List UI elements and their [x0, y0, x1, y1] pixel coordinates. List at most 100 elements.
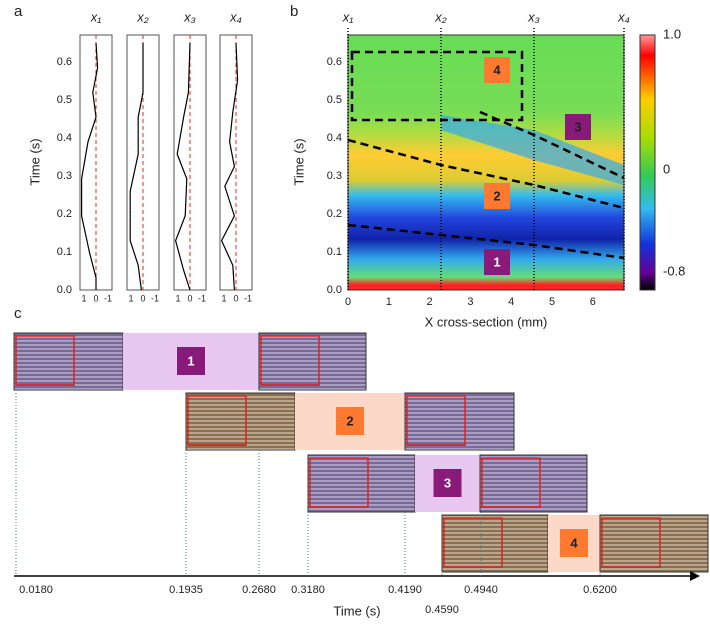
roi [187, 395, 247, 446]
x-tick-label: 4 [508, 296, 514, 308]
x-tick-label: 1 [175, 293, 180, 303]
time-label: 0.3180 [291, 584, 325, 596]
x-tick-label: -1 [104, 293, 112, 303]
region-box [484, 183, 510, 209]
x-tick-label: 0 [93, 293, 98, 303]
time-label: 0.4590 [425, 604, 459, 616]
x-tick-label: 1 [128, 293, 133, 303]
region-number: 3 [574, 119, 581, 134]
y-tick-label: 0.2 [327, 208, 342, 220]
y-tick-label: 0.5 [327, 94, 342, 106]
stage-box [177, 347, 205, 375]
panel-label: a [14, 3, 23, 20]
section-title: x₄ [617, 9, 630, 24]
panel-label: b [290, 3, 298, 20]
frame-image [441, 514, 549, 573]
x-tick-label: 0 [187, 293, 192, 303]
frame-image [258, 332, 367, 391]
stage-number: 3 [444, 475, 451, 490]
y-tick-label: 0.3 [57, 170, 72, 182]
profile-curve [81, 42, 99, 290]
y-tick-label: 0.3 [327, 170, 342, 182]
frame-image [599, 514, 709, 573]
y-tick-label: 0.1 [57, 246, 72, 258]
roi [260, 335, 320, 386]
x-tick-label: 0 [345, 296, 351, 308]
x-tick-label: 2 [427, 296, 433, 308]
roi [309, 457, 369, 508]
strip-title: x₁ [90, 9, 102, 24]
colorbar-label: 0 [663, 161, 670, 176]
panel-label: c [14, 305, 22, 322]
time-label: 0.6200 [583, 584, 617, 596]
region-box [484, 57, 510, 83]
heatmap-band [441, 115, 624, 185]
y-tick-label: 0.6 [327, 56, 342, 68]
x-tick-label: 0 [140, 293, 145, 303]
y-tick-label: 0.2 [57, 208, 72, 220]
roi [601, 517, 661, 568]
axis-arrow [690, 571, 700, 581]
roi [406, 395, 466, 446]
region-box [565, 114, 591, 140]
section-title: x₃ [527, 9, 540, 24]
heatmap-frame [347, 34, 625, 291]
region-box [484, 249, 510, 275]
roi [481, 457, 541, 508]
x-tick-label: 5 [549, 296, 555, 308]
time-label: 0.0180 [19, 584, 53, 596]
region-number: 4 [493, 62, 501, 77]
x-tick-label: 1 [386, 296, 392, 308]
y-tick-label: 0.4 [327, 132, 342, 144]
y-tick-label: 0.1 [327, 246, 342, 258]
x-tick-label: 0 [233, 293, 238, 303]
boundary [347, 138, 625, 210]
region-number: 2 [493, 188, 500, 203]
time-label: 0.4190 [388, 584, 422, 596]
colorbar-label: -0.8 [663, 263, 685, 278]
section-title: x₂ [434, 9, 447, 24]
y-tick-label: 0.4 [57, 132, 72, 144]
x-tick-label: -1 [151, 293, 159, 303]
frame-image [185, 392, 296, 451]
y-axis-label: Time (s) [291, 138, 306, 185]
frame-image [13, 332, 124, 391]
x-tick-label: 1 [221, 293, 226, 303]
stage-number: 1 [187, 353, 194, 368]
section-title: x₁ [342, 9, 354, 24]
colorbar [639, 34, 656, 291]
y-tick-label: 0.0 [57, 284, 72, 296]
stage-number: 2 [346, 413, 353, 428]
x-tick-label: -1 [198, 293, 206, 303]
profile-curve [129, 43, 144, 291]
profile-curve [174, 42, 191, 291]
boundary [350, 50, 524, 122]
strip-title: x₄ [229, 9, 242, 24]
x-tick-label: 3 [467, 296, 473, 308]
y-tick-label: 0.0 [327, 284, 342, 296]
strip-title: x₃ [183, 9, 196, 24]
x-axis-label: X cross-section (mm) [425, 314, 548, 329]
stage-box [433, 469, 462, 497]
profile-curve [220, 42, 239, 291]
colorbar-label: 1.0 [663, 26, 681, 41]
x-tick-label: 6 [590, 296, 596, 308]
stage-number: 4 [570, 535, 578, 550]
x-axis-label: Time (s) [333, 603, 380, 618]
roi [443, 517, 503, 568]
y-tick-label: 0.5 [57, 94, 72, 106]
frame-image [479, 454, 588, 513]
stage-box [336, 407, 364, 435]
region-number: 1 [493, 254, 500, 269]
frame-image [307, 454, 416, 513]
roi [15, 335, 75, 386]
time-label: 0.4940 [464, 584, 498, 596]
y-tick-label: 0.6 [57, 56, 72, 68]
boundary [347, 223, 625, 260]
time-label: 0.1935 [169, 584, 203, 596]
time-label: 0.2680 [242, 584, 276, 596]
y-axis-label: Time (s) [27, 138, 42, 185]
frame-image [404, 392, 515, 451]
strip-title: x₂ [136, 9, 149, 24]
